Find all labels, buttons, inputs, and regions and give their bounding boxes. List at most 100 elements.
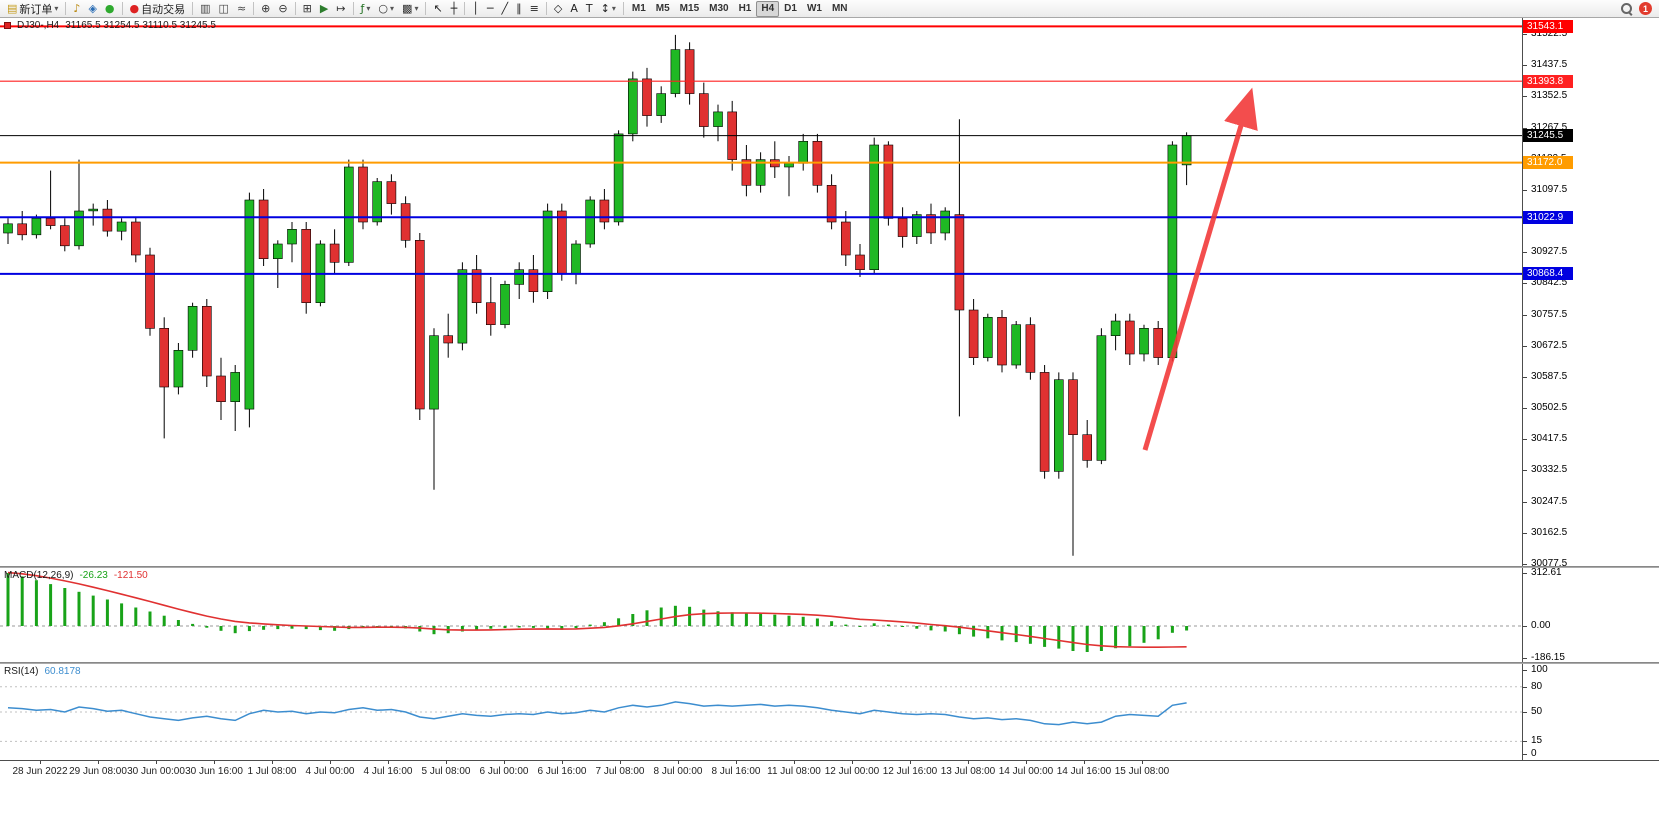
timeframe-MN[interactable]: MN [831,3,848,14]
price-axis[interactable]: 31522.531437.531352.531267.531182.531097… [1522,18,1659,569]
crosshair-button[interactable]: ┼ [447,1,462,17]
candles [3,34,1192,556]
price-chart-canvas[interactable] [0,18,1522,566]
rsi-panel[interactable]: RSI(14) 60.8178 100 80 50 15 0 [0,664,1659,760]
macd-panel[interactable]: MACD(12,26,9) -26.23 -121.50 312.61 0.00 -… [0,567,1659,664]
templates-icon: ▩ [402,1,413,15]
price-tick: 31437.5 [1523,59,1567,71]
support-icon: ● [104,1,115,15]
rsi-tick: 15 [1523,735,1542,747]
timeframe-M5[interactable]: M5 [655,3,670,14]
cursor-button[interactable]: ↖ [429,1,446,17]
zoom-in-button[interactable]: ⊕ [257,1,274,17]
notification-badge[interactable]: 1 [1639,2,1652,15]
search-icon[interactable] [1620,2,1633,15]
time-axis-label: 11 Jul 08:00 [767,766,821,777]
fibonacci-button[interactable]: ≡ [526,1,543,17]
text-label-button[interactable]: T [582,1,597,17]
toolbar-separator [65,2,67,15]
time-axis-label: 8 Jul 16:00 [711,766,761,777]
price-tick: 30927.5 [1523,246,1567,258]
panel-splitter-macd[interactable] [0,566,1659,568]
hline-price-label: 31543.1 [1523,20,1573,33]
chart-shift-icon: ↦ [336,1,346,15]
macd-axis[interactable]: 312.61 0.00 -186.15 [1522,567,1659,664]
timeframe-M15[interactable]: M15 [679,3,700,14]
channel-button[interactable]: ∥ [512,1,526,17]
macd-signal-line [7,571,1187,648]
chart-ohlc-values: 31165.5 31254.5 31110.5 31245.5 [65,20,216,31]
timeframe-M1[interactable]: M1 [631,3,646,14]
macd-tick: 0.00 [1523,620,1550,632]
sound-alert-button[interactable]: ♪ [69,1,84,17]
bar-chart-mode-icon: ▥ [200,1,211,15]
toolbar-right: 1 [1620,2,1656,15]
time-tick [678,761,679,764]
macd-value: -26.23 [79,570,108,581]
tile-windows-button[interactable]: ⊞ [299,1,316,17]
market-watch-button[interactable]: ◈ [84,1,100,17]
time-tick [562,761,563,764]
auto-trading-button[interactable]: ● 自动交易 [126,1,190,17]
zoom-out-button[interactable]: ⊖ [274,1,291,17]
price-tick: 30417.5 [1523,433,1567,445]
rsi-label: RSI(14) 60.8178 [4,666,81,677]
macd-canvas[interactable] [0,568,1522,662]
macd-signal-value: -121.50 [113,570,148,581]
timeframe-H4[interactable]: H4 [756,0,780,17]
text-icon: A [570,1,578,15]
new-order-button-label: 新订单 [19,3,53,16]
time-tick [968,761,969,764]
hline-price-label: 30868.4 [1523,267,1573,280]
toolbar-separator [192,2,194,15]
timeframe-M30[interactable]: M30 [709,3,729,14]
price-tick: 30077.5 [1523,558,1567,570]
shapes-button[interactable]: ◇ [550,1,566,17]
arrows-button[interactable]: ↕ ▾ [597,1,620,17]
time-axis[interactable]: 28 Jun 2022 29 Jun 08:00 30 Jun 00:00 30 Ju… [0,760,1659,780]
rsi-axis[interactable]: 100 80 50 15 0 [1522,664,1659,760]
bar-chart-mode-button[interactable]: ▥ [196,1,214,17]
chevron-down-icon: ▾ [414,4,419,13]
timeframe-W1[interactable]: W1 [806,3,822,14]
time-axis-label: 4 Jul 00:00 [305,766,355,777]
periods-button[interactable]: ○ ▾ [374,1,398,17]
price-tick: 30332.5 [1523,464,1567,476]
price-chart-panel[interactable]: DJ30-,H4 31165.5 31254.5 31110.5 31245.5… [0,18,1659,569]
rsi-tick: 80 [1523,681,1542,693]
time-tick [1026,761,1027,764]
channel-icon: ∥ [516,1,522,15]
time-tick [910,761,911,764]
toolbar-separator [545,2,547,15]
toolbar-separator [622,2,624,15]
macd-tick: -186.15 [1523,652,1565,664]
timeframe-H1[interactable]: H1 [738,3,752,14]
horizontal-line-button[interactable]: ─ [483,1,498,17]
vertical-line-button[interactable]: │ [468,1,483,17]
indicators-icon: ƒ [360,1,365,15]
trendline-icon: ╱ [501,1,509,15]
chart-shift-button[interactable]: ↦ [332,1,349,17]
trendline-button[interactable]: ╱ [498,1,513,17]
price-tick: 31097.5 [1523,184,1567,196]
time-axis-label: 12 Jul 00:00 [824,766,880,777]
support-button[interactable]: ● [101,1,119,17]
toolbar-separator [294,2,296,15]
price-tick: 30162.5 [1523,527,1567,539]
time-tick [1142,761,1143,764]
line-chart-mode-button[interactable]: ≈ [233,1,250,17]
auto-scroll-button[interactable]: ▶ [316,1,332,17]
panel-splitter-rsi[interactable] [0,662,1659,664]
toolbar-separator [464,2,466,15]
text-button[interactable]: A [566,1,582,17]
shapes-icon: ◇ [553,1,563,15]
candlestick-mode-button[interactable]: ◫ [215,1,233,17]
indicators-button[interactable]: ƒ ▾ [357,1,375,17]
time-tick [388,761,389,764]
rsi-canvas[interactable] [0,664,1522,760]
new-order-button[interactable]: ▤ 新订单 ▾ [3,1,62,17]
templates-button[interactable]: ▩ ▾ [398,1,422,17]
timeframe-D1[interactable]: D1 [784,3,797,14]
text-label-icon: T [585,1,593,15]
zoom-out-icon: ⊖ [278,1,288,15]
